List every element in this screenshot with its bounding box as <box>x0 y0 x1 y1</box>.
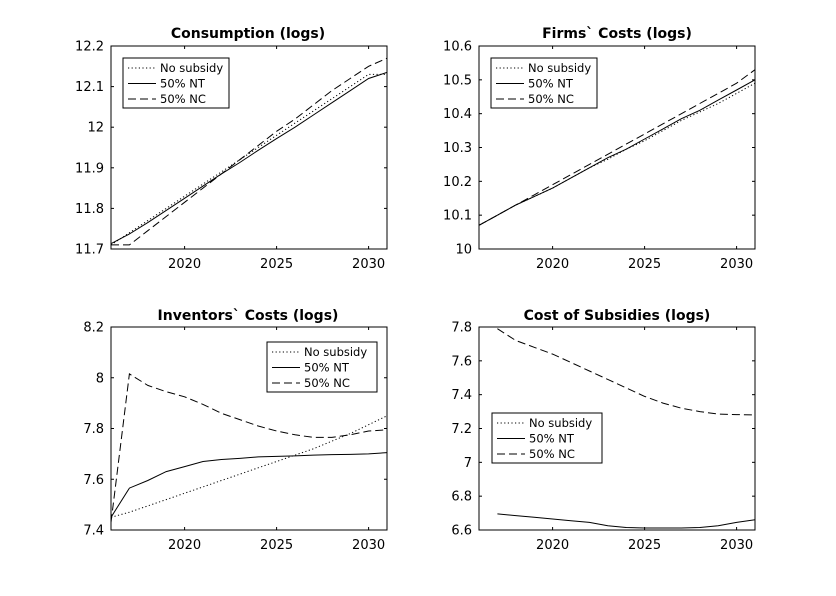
y-tick-label: 10.4 <box>443 107 472 122</box>
x-tick-label: 2025 <box>628 538 661 553</box>
legend-label: 50% NC <box>304 376 350 390</box>
x-tick-label: 2030 <box>720 257 753 272</box>
y-tick-label: 11.8 <box>75 202 104 217</box>
series-line-dashed <box>110 373 388 523</box>
y-tick-label: 10.2 <box>443 175 472 190</box>
legend-label: No subsidy <box>304 345 367 359</box>
legend-label: 50% NT <box>160 77 206 91</box>
legend-label: No subsidy <box>528 61 591 75</box>
legend-label: 50% NT <box>304 361 350 375</box>
y-tick-label: 10 <box>455 243 472 258</box>
y-tick-label: 7 <box>464 456 472 471</box>
panel-title: Firms` Costs (logs) <box>542 26 692 42</box>
y-tick-label: 7.4 <box>451 388 472 403</box>
panel-title: Cost of Subsidies (logs) <box>524 308 711 324</box>
y-tick-label: 12 <box>87 121 104 136</box>
y-tick-label: 7.6 <box>451 354 472 369</box>
x-tick-label: 2030 <box>720 538 753 553</box>
legend-label: 50% NC <box>528 92 574 106</box>
x-tick-label: 2020 <box>168 257 201 272</box>
legend-label: 50% NC <box>529 447 575 461</box>
y-tick-label: 7.4 <box>83 524 104 539</box>
y-tick-label: 12.2 <box>75 40 104 55</box>
panel-inventors-costs: Inventors` Costs (logs) 2020 2025 2030 7.4 7… <box>83 308 388 553</box>
y-tick-label: 11.9 <box>75 161 104 176</box>
x-tick-label: 2020 <box>168 538 201 553</box>
legend-label: 50% NC <box>160 92 206 106</box>
x-tick-label: 2020 <box>536 538 569 553</box>
y-tick-label: 6.6 <box>451 524 472 539</box>
y-tick-label: 7.8 <box>83 422 104 437</box>
y-tick-label: 12.1 <box>75 80 104 95</box>
x-tick-label: 2025 <box>260 257 293 272</box>
legend-label: No subsidy <box>529 416 592 430</box>
y-tick-label: 11.7 <box>75 243 104 258</box>
y-tick-label: 8 <box>96 371 104 386</box>
series-line-dashed <box>478 69 756 226</box>
y-tick-label: 7.8 <box>451 321 472 336</box>
panel-cost-of-subsidies: Cost of Subsidies (logs) 2020 2025 2030 6.6… <box>451 308 756 553</box>
panel-consumption: Consumption (logs) 2020 2025 2030 11.7 11.8 1… <box>75 26 388 272</box>
panel-firms-costs: Firms` Costs (logs) 2020 2025 2030 10 10.1 10… <box>443 26 756 272</box>
y-tick-label: 7.6 <box>83 473 104 488</box>
legend-label: 50% NT <box>529 432 575 446</box>
x-tick-label: 2020 <box>536 257 569 272</box>
panel-title: Inventors` Costs (logs) <box>158 308 339 324</box>
y-tick-label: 7.2 <box>451 422 472 437</box>
series-line-dotted <box>478 82 756 226</box>
y-tick-label: 10.6 <box>443 40 472 55</box>
series-line-solid <box>110 71 388 245</box>
panel-title: Consumption (logs) <box>171 26 325 42</box>
y-tick-label: 10.3 <box>443 141 472 156</box>
x-tick-label: 2030 <box>352 257 385 272</box>
x-tick-label: 2025 <box>628 257 661 272</box>
series-line-dotted <box>110 73 387 246</box>
series-line-dashed <box>111 57 388 246</box>
y-tick-label: 10.1 <box>443 209 472 224</box>
series-line-solid <box>110 452 388 518</box>
legend-label: 50% NT <box>528 77 574 91</box>
y-tick-label: 8.2 <box>83 321 104 336</box>
x-tick-label: 2030 <box>352 538 385 553</box>
series-line-solid <box>478 79 756 226</box>
series-line-solid <box>497 513 756 529</box>
legend-label: No subsidy <box>160 61 223 75</box>
axes-box <box>478 45 756 250</box>
x-tick-label: 2025 <box>260 538 293 553</box>
series-line-dashed <box>497 328 756 416</box>
y-tick-label: 6.8 <box>451 490 472 505</box>
y-tick-label: 10.5 <box>443 73 472 88</box>
